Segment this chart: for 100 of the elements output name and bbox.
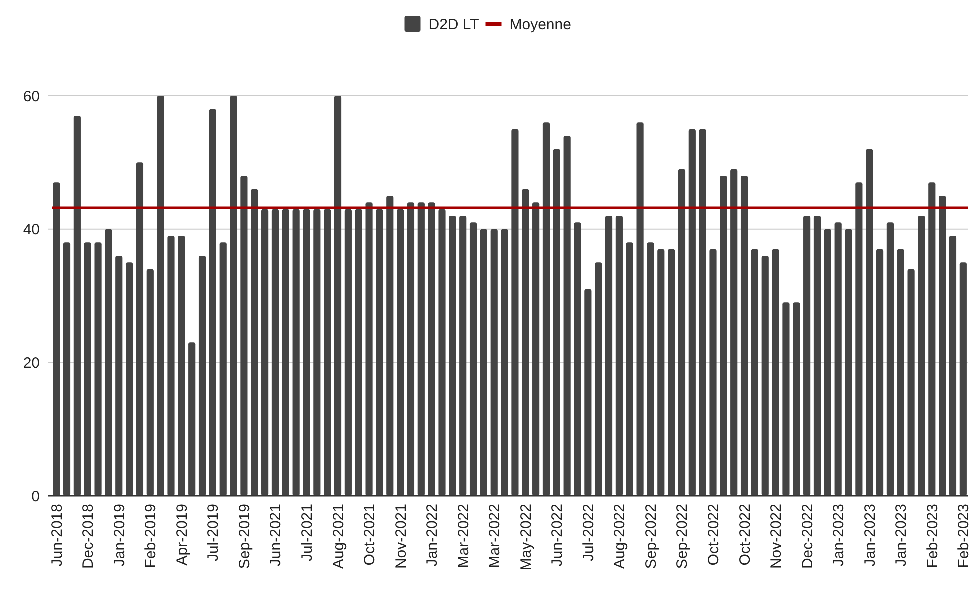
x-tick-label: Feb-2023: [956, 504, 973, 568]
x-tick-label: Aug-2021: [330, 504, 348, 570]
bar: [418, 202, 425, 496]
x-tick-label: Nov-2022: [768, 504, 786, 570]
bar: [251, 189, 258, 496]
bar: [553, 149, 560, 496]
bar: [397, 209, 404, 496]
bar: [438, 209, 446, 496]
x-tick-label: Jul-2021: [298, 504, 316, 562]
bar: [512, 129, 519, 496]
x-tick-label: Jun-2022: [549, 504, 566, 567]
bar: [856, 182, 863, 496]
bar: [470, 222, 478, 496]
bar: [699, 129, 706, 496]
bar: [793, 302, 800, 496]
bar: [532, 202, 540, 496]
x-tick-label: Apr-2019: [174, 504, 191, 566]
x-tick-label: Jan-2022: [424, 504, 442, 567]
bar: [63, 242, 71, 496]
y-tick-label: 0: [32, 488, 40, 506]
bar: [647, 242, 654, 496]
bar: [876, 249, 884, 496]
bar: [928, 182, 936, 496]
bar: [939, 196, 946, 496]
bar: [460, 216, 467, 496]
bar: [188, 342, 196, 496]
bar: [428, 202, 436, 496]
x-tick-label: Sep-2019: [236, 504, 254, 570]
bar: [678, 169, 686, 496]
bar: [74, 116, 81, 496]
bar: [314, 209, 321, 496]
x-tick-label: Nov-2021: [392, 504, 410, 570]
bar: [501, 229, 508, 496]
bar: [668, 249, 676, 496]
bar: [386, 196, 394, 496]
x-tick-label: Sep-2022: [642, 504, 660, 570]
bar: [303, 209, 310, 496]
bar: [908, 269, 915, 496]
bar: [449, 216, 456, 496]
bar: [209, 109, 216, 496]
x-tick-label: May-2022: [518, 504, 535, 571]
bar: [407, 202, 415, 496]
x-tick-label: Feb-2019: [142, 504, 160, 568]
x-tick-label: Dec-2018: [80, 504, 98, 570]
bar: [688, 129, 696, 496]
x-tick-label: Oct-2022: [736, 504, 754, 566]
bar: [542, 122, 550, 496]
bar: [564, 136, 571, 496]
legend-label: D2D LT: [428, 16, 480, 34]
bar: [740, 176, 748, 496]
bar: [146, 269, 154, 496]
x-tick-label: Jan-2023: [830, 504, 848, 567]
y-tick-label: 60: [23, 88, 40, 106]
y-tick-label: 20: [23, 354, 40, 372]
x-tick-label: Aug-2022: [612, 504, 629, 570]
bar: [595, 262, 602, 496]
bar: [710, 249, 717, 496]
bar: [636, 122, 644, 496]
bar: [262, 209, 269, 496]
bar: [480, 229, 488, 496]
bar: [178, 236, 186, 496]
bar: [658, 249, 665, 496]
legend-label: Moyenne: [510, 16, 572, 34]
bar: [282, 209, 290, 496]
bar: [574, 222, 582, 496]
x-tick-label: Jul-2022: [580, 504, 598, 562]
bar: [626, 242, 634, 496]
x-tick-label: Jan-2023: [862, 504, 879, 567]
bar: [616, 216, 623, 496]
x-tick-label: Feb-2023: [924, 504, 942, 568]
bar: [355, 209, 362, 496]
bar: [918, 216, 926, 496]
x-tick-label: Jul-2019: [205, 504, 222, 562]
bar: [324, 209, 332, 496]
bar: [605, 216, 613, 496]
bar: [334, 96, 342, 496]
bar: [240, 176, 248, 496]
bar: [522, 189, 530, 496]
bar: [960, 262, 967, 496]
bar: [126, 262, 134, 496]
x-tick-label: Jun-2021: [268, 504, 285, 567]
bar: [53, 182, 60, 496]
bar: [220, 242, 227, 496]
bar: [84, 242, 92, 496]
x-tick-label: Mar-2022: [486, 504, 504, 568]
bar: [105, 229, 112, 496]
bar: [804, 216, 811, 496]
bar: [730, 169, 738, 496]
x-tick-label: Mar-2022: [455, 504, 472, 568]
x-tick-label: Dec-2022: [799, 504, 816, 570]
bar: [272, 209, 280, 496]
bar: [94, 242, 102, 496]
bar: [814, 216, 822, 496]
y-tick-label: 40: [23, 222, 40, 239]
x-tick-label: Jan-2023: [893, 504, 910, 567]
bar: [292, 209, 300, 496]
bar: [886, 222, 894, 496]
bar: [344, 209, 352, 496]
bar: [720, 176, 728, 496]
x-tick-label: Sep-2022: [674, 504, 692, 570]
